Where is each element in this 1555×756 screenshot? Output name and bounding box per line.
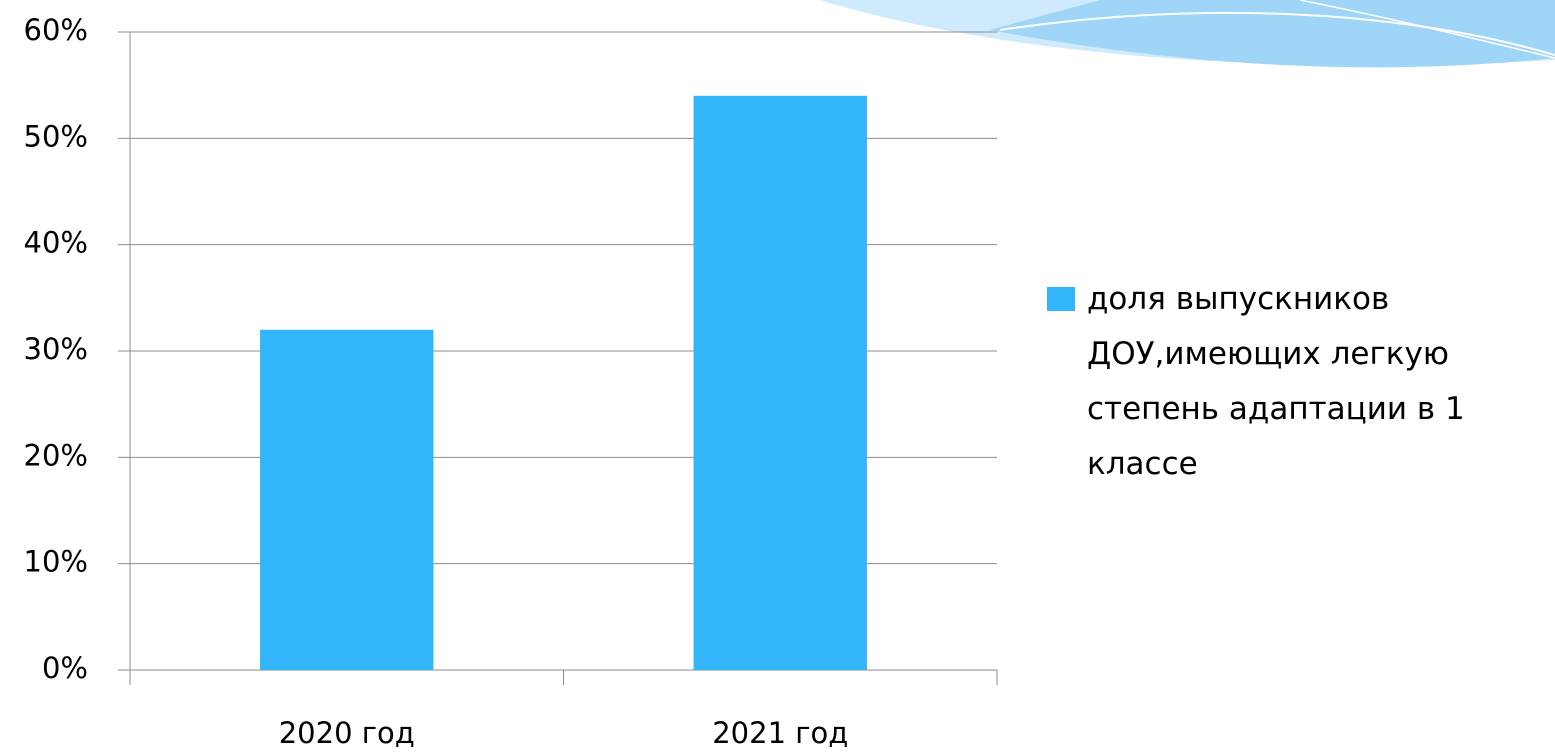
x-tick-label: 2020 год	[279, 716, 415, 750]
decoration	[820, 0, 1555, 68]
bar	[260, 329, 434, 670]
y-tick-label: 0%	[42, 651, 88, 685]
y-tick-label: 20%	[24, 438, 88, 472]
x-tick-label: 2021 год	[712, 716, 848, 750]
y-tick-label: 30%	[24, 332, 88, 366]
y-tick-label: 50%	[24, 119, 88, 153]
y-tick-label: 60%	[24, 13, 88, 47]
bar	[693, 95, 867, 671]
y-tick-label: 10%	[24, 545, 88, 579]
legend-swatch	[1047, 287, 1075, 311]
legend-label: доля выпускников ДОУ,имеющих легкую степ…	[1087, 281, 1465, 482]
y-tick-label: 40%	[24, 226, 88, 260]
